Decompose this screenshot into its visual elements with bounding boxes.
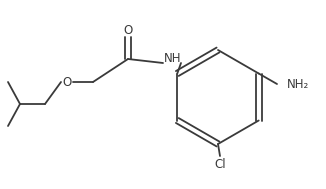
- Text: Cl: Cl: [214, 157, 226, 170]
- Text: O: O: [62, 75, 72, 88]
- Text: O: O: [123, 25, 133, 37]
- Text: NH: NH: [164, 53, 182, 66]
- Text: NH₂: NH₂: [287, 77, 309, 91]
